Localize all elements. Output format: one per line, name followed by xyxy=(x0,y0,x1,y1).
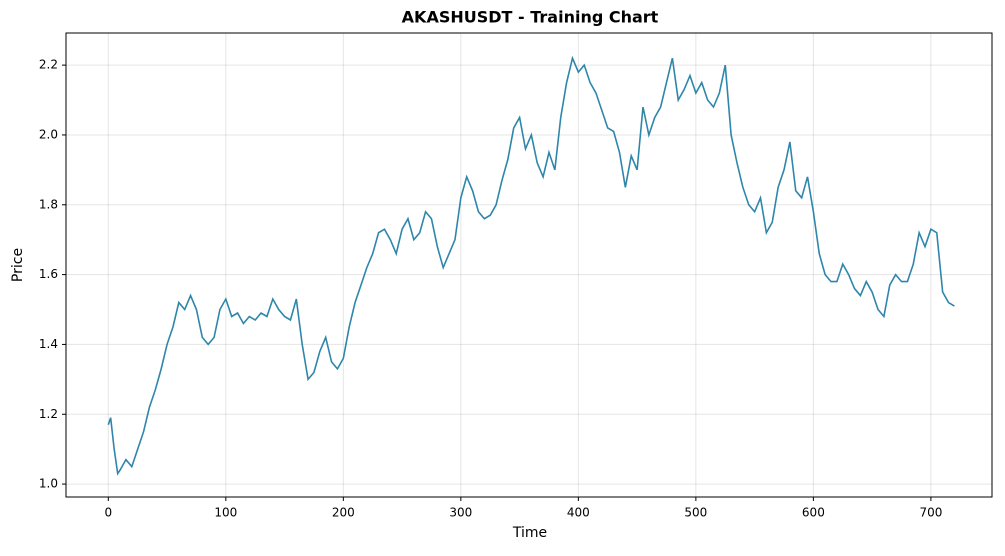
y-tick-label: 1.2 xyxy=(39,407,58,421)
price-line xyxy=(107,55,955,476)
x-tick-label: 200 xyxy=(332,506,355,520)
y-tick-label: 2.0 xyxy=(39,127,58,141)
plot-frame xyxy=(65,32,993,498)
y-tick-label: 1.0 xyxy=(39,477,58,491)
y-tick-label: 2.2 xyxy=(39,58,58,72)
y-tick-label: 1.8 xyxy=(39,197,58,211)
x-tick-label: 300 xyxy=(449,506,472,520)
x-axis-label: Time xyxy=(512,525,547,541)
x-tick-label: 100 xyxy=(214,506,237,520)
x-tick-label: 400 xyxy=(567,506,590,520)
x-tick-label: 600 xyxy=(802,506,825,520)
x-tick-label: 500 xyxy=(684,506,707,520)
y-axis-label: Price xyxy=(10,248,26,282)
chart-title: AKASHUSDT - Training Chart xyxy=(402,8,659,27)
y-tick-label: 1.6 xyxy=(39,267,58,281)
y-tick-label: 1.4 xyxy=(39,337,58,351)
x-tick-label: 0 xyxy=(104,506,112,520)
x-tick-label: 700 xyxy=(919,506,942,520)
